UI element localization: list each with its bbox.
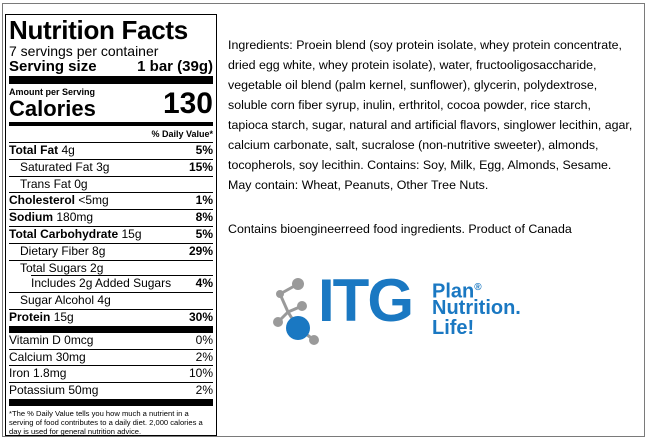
nutrient-label: Saturated Fat <box>20 159 93 174</box>
nutrient-row-vitamin-d: Vitamin D 0mcg 0% <box>9 333 213 350</box>
nutrient-dv: 8% <box>195 210 213 225</box>
nutrient-label: Cholesterol <box>9 193 76 208</box>
nutrient-amount: 50mg <box>68 383 99 398</box>
nutrient-row-total-sugars: Total Sugars 2g <box>9 261 213 277</box>
nutrient-dv: 2% <box>195 349 213 364</box>
calories-value: 130 <box>162 87 213 120</box>
itg-brand-text: ITG <box>318 267 414 334</box>
nutrient-amount: 4g <box>61 143 75 157</box>
nutrient-label: Dietary Fiber <box>20 243 89 258</box>
nutrient-row-cholesterol: Cholesterol <5mg 1% <box>9 193 213 211</box>
amount-per-serving: Amount per Serving <box>9 87 96 97</box>
nutrition-title: Nutrition Facts <box>9 15 188 45</box>
nutrient-label: Iron <box>9 366 30 381</box>
nutrient-label: Potassium <box>9 383 66 398</box>
nutrient-row-saturated-fat: Saturated Fat 3g 15% <box>9 160 213 177</box>
nutrient-dv: 29% <box>188 243 213 258</box>
nutrient-amount: 8g <box>92 243 106 258</box>
nutrient-dv: 2% <box>195 383 213 398</box>
molecule-logo-icon <box>273 278 319 345</box>
nutrient-row-dietary-fiber: Dietary Fiber 8g 29% <box>9 244 213 261</box>
nutrient-dv: 10% <box>188 366 213 381</box>
serving-size-value: 1 bar (39g) <box>137 58 213 75</box>
nutrient-row-sodium: Sodium 180mg 8% <box>9 210 213 227</box>
nutrient-row-total-carbohydrate: Total Carbohydrate 15g 5% <box>9 227 213 244</box>
serving-size-row: Serving size 1 bar (39g) <box>9 58 213 84</box>
nutrient-dv: 15% <box>188 159 213 174</box>
nutrient-amount: 3g <box>96 159 110 174</box>
nutrient-row-potassium: Potassium 50mg 2% <box>9 383 213 403</box>
label-frame <box>2 3 645 437</box>
nutrient-dv: 5% <box>195 226 213 241</box>
nutrient-amount: 15g <box>53 309 74 324</box>
nutrition-facts-panel: Nutrition Facts 7 servings per container… <box>5 14 217 436</box>
nutrient-label: Vitamin D <box>9 332 61 347</box>
nutrient-row-total-fat: Total Fat 4g 5% <box>9 143 213 160</box>
nutrient-dv: 30% <box>188 309 213 324</box>
nutrient-amount: 180mg <box>56 210 94 225</box>
servings-per-container: 7 servings per container <box>9 43 159 59</box>
nutrient-dv: 1% <box>195 193 213 208</box>
nutrient-label: Sodium <box>9 210 53 225</box>
daily-value-header: % Daily Value* <box>9 126 213 143</box>
nutrient-label: Total Carbohydrate <box>9 226 119 241</box>
registered-mark: ® <box>474 282 482 293</box>
nutrient-amount: 0mcg <box>64 332 94 347</box>
tagline-line2: Nutrition. <box>432 297 521 319</box>
nutrient-amount: 30mg <box>55 349 86 364</box>
nutrient-label: Includes 2g Added Sugars <box>31 276 172 291</box>
nutrient-row-protein: Protein 15g 30% <box>9 310 213 333</box>
nutrient-label: Sugar Alcohol <box>20 293 95 308</box>
tagline-line1: Plan® <box>432 278 482 302</box>
tagline-plan: Plan <box>432 280 475 303</box>
calories-block: Amount per Serving Calories 130 <box>9 84 213 126</box>
nutrient-dv: 4% <box>195 276 213 291</box>
calories-label: Calories <box>9 96 96 121</box>
nutrient-amount: 2g <box>90 260 104 275</box>
nutrient-row-sugar-alcohol: Sugar Alcohol 4g <box>9 293 213 310</box>
nutrient-label: Total Fat <box>9 143 59 157</box>
nutrient-dv: 5% <box>195 143 213 157</box>
nutrient-amount: 1.8mg <box>33 366 67 381</box>
nutrient-label: Total Sugars <box>20 260 87 275</box>
nutrient-amount: 0g <box>74 176 88 191</box>
nutrient-row-added-sugars: Includes 2g Added Sugars 4% <box>9 276 213 294</box>
tagline-line3: Life! <box>432 317 475 339</box>
nutrient-row-iron: Iron 1.8mg 10% <box>9 366 213 384</box>
nutrient-label: Calcium <box>9 349 53 364</box>
nutrient-row-trans-fat: Trans Fat 0g <box>9 177 213 194</box>
ingredients-text: Ingredients: Proein blend (soy protein i… <box>228 38 633 192</box>
bioengineered-statement: Contains bioengineerreed food ingredient… <box>228 222 572 236</box>
nutrient-label: Trans Fat <box>20 176 71 191</box>
nutrient-amount: 4g <box>97 293 111 308</box>
serving-size-label: Serving size <box>9 58 97 75</box>
nutrient-amount: <5mg <box>78 193 109 208</box>
nutrient-amount: 15g <box>121 226 142 241</box>
nutrient-label: Protein <box>9 309 51 324</box>
nutrient-row-calcium: Calcium 30mg 2% <box>9 350 213 367</box>
nutrient-dv: 0% <box>195 332 213 347</box>
daily-value-footnote: *The % Daily Value tells you how much a … <box>9 401 213 436</box>
